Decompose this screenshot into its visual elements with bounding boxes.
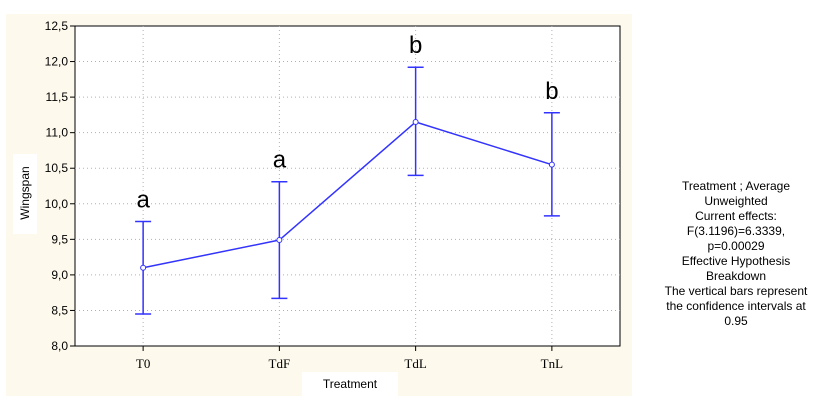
statistics-note-line: the confidence intervals at [666,299,806,313]
ylabel-box [13,154,37,234]
data-point [548,161,555,168]
y-tick-label: 10,0 [45,197,69,211]
plot-area [74,25,621,347]
significance-letter: b [545,78,558,105]
data-point [140,264,147,271]
x-tick-label: T0 [136,356,150,371]
y-tick-label: 10,5 [45,161,69,175]
statistics-note-line: p=0.00029 [707,239,765,253]
statistics-note-line: 0.95 [724,314,748,328]
y-tick-label: 9,5 [51,232,68,246]
x-tick-label: TnL [541,356,563,371]
x-tick-label: TdF [269,356,291,371]
statistics-note: Treatment ; Average Unweighted Current eff… [646,179,823,329]
y-axis-ticks: 8,0 8,5 9,0 9,5 10,0 10,5 11,0 11,5 12,0 12,5 [45,19,75,353]
y-tick-label: 9,0 [51,268,68,282]
y-axis-title: Wingspan [18,166,32,219]
y-tick-label: 8,5 [51,303,68,317]
x-axis-ticks: T0 TdF TdL TnL [136,346,563,371]
statistics-note-line: F(3.1196)=6.3339, [686,224,786,238]
y-tick-label: 11,0 [46,126,69,140]
x-axis-title: Treatment [323,377,378,391]
statistics-note-line: The vertical bars represent [664,284,808,298]
statistics-note-line: Effective Hypothesis [681,254,791,268]
xlabel-box [302,372,398,396]
data-point [276,237,283,244]
y-tick-label: 11,5 [46,90,69,104]
data-point [412,119,419,125]
statistics-note-line: Treatment ; Average [681,179,791,193]
statistics-note-line: Unweighted [704,194,768,208]
y-tick-label: 12,0 [45,55,69,69]
x-tick-label: TdL [404,356,426,371]
series-line [142,121,553,269]
series-layer: a a b b [135,32,560,315]
statistics-note-line: Current effects: [695,209,777,223]
statistics-note-line: Breakdown [705,269,767,283]
significance-letter: a [273,147,287,174]
significance-letter: a [136,187,150,214]
y-tick-label: 8,0 [51,339,68,353]
y-tick-label: 12,5 [45,19,69,33]
significance-letter: b [409,32,422,59]
